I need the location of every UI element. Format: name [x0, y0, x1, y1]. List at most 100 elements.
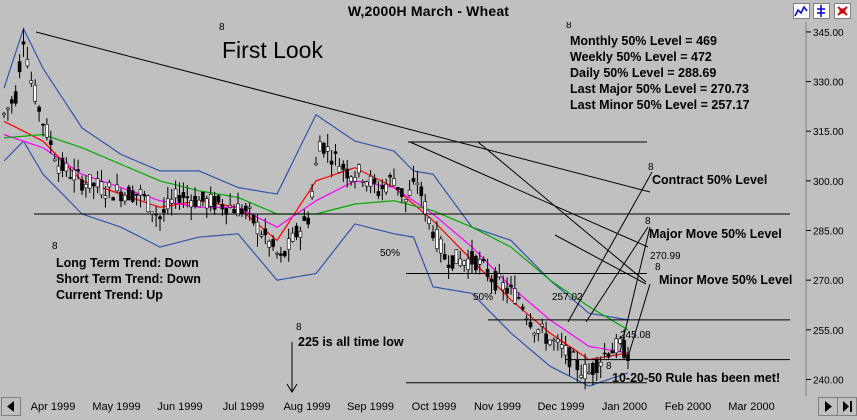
price-label-245: 245.08	[620, 330, 651, 341]
candle-body	[481, 258, 486, 262]
candle-body	[255, 221, 260, 235]
rule-met-label: 10-20-50 Rule has been met!	[612, 371, 780, 385]
candle-body	[173, 188, 178, 199]
candle-body	[563, 345, 568, 356]
bollinger-upper	[3, 27, 629, 321]
time-scrollbar[interactable]: Apr 1999 May 1999 Jun 1999 Jul 1999 Aug 1999…	[0, 396, 857, 418]
candle-body	[602, 352, 607, 355]
candle-body	[321, 142, 326, 154]
settings-tool-icon[interactable]	[813, 3, 830, 19]
price-tick-label: 255.00	[813, 326, 844, 337]
candle-body	[181, 192, 186, 198]
candle-body	[622, 339, 626, 359]
candle-body	[220, 204, 225, 210]
month-label: Nov 1999	[473, 401, 522, 413]
scroll-left-button[interactable]	[1, 397, 21, 416]
candle-body	[169, 199, 174, 204]
window-title: W,2000H March - Wheat	[347, 3, 510, 19]
minor-move-label: Minor Move 50% Level	[659, 273, 792, 287]
arrow-major	[585, 226, 649, 323]
trend-short: Short Term Trend: Down	[56, 272, 201, 286]
month-label: Apr 1999	[30, 401, 76, 413]
candle-body	[80, 179, 84, 191]
candle-body	[60, 157, 65, 171]
close-tool-icon[interactable]	[834, 3, 851, 19]
candle-body	[95, 178, 100, 188]
candle-body	[524, 317, 529, 320]
marker-low: 8	[296, 322, 302, 333]
month-label: Jan 2000	[601, 401, 648, 413]
arrow-low-head	[286, 383, 298, 393]
candle-body	[216, 195, 221, 203]
scroll-right-button[interactable]	[818, 397, 838, 416]
candle-body	[21, 41, 26, 45]
candle-body	[384, 183, 389, 193]
candle-body	[17, 61, 22, 73]
candle-body	[33, 84, 38, 102]
candle-body	[583, 364, 587, 380]
candle-body	[282, 251, 287, 257]
title-bar: W,2000H March - Wheat	[0, 0, 857, 23]
candle-body	[224, 208, 229, 215]
scroll-end-button[interactable]	[837, 397, 857, 416]
candle-body	[119, 191, 123, 202]
candle-body	[411, 177, 416, 182]
price-chart: 240.00 255.00 270.00 285.00 300.00 315.00 330.…	[0, 20, 857, 396]
arrow-contract	[567, 171, 653, 323]
candle-body	[111, 197, 115, 201]
candle-body	[189, 200, 193, 208]
month-axis[interactable]: Apr 1999 May 1999 Jun 1999 Jul 1999 Aug 1999…	[21, 397, 818, 416]
candle-body	[489, 278, 494, 283]
candle-body	[48, 140, 53, 146]
month-label: Jun 1999	[157, 401, 203, 413]
candle-body	[10, 99, 14, 104]
candle-body	[493, 270, 498, 291]
candle-body	[318, 141, 322, 152]
candle-body	[325, 146, 330, 152]
candle-body	[587, 371, 591, 374]
candle-body	[372, 178, 377, 184]
price-axis	[806, 22, 857, 396]
candle-body	[438, 238, 443, 254]
candle-body	[497, 273, 502, 278]
candle-body	[442, 254, 447, 260]
trend-current: Current Trend: Up	[56, 288, 163, 302]
candle-body	[376, 191, 381, 197]
major-move-label: Major Move 50% Level	[649, 227, 782, 241]
candle-body	[403, 199, 408, 203]
candle-body	[115, 184, 119, 192]
candle-body	[232, 208, 236, 214]
candle-body	[341, 163, 346, 170]
candle-body	[240, 208, 244, 215]
month-label: Aug 1999	[283, 401, 331, 413]
marker-levels: 8	[566, 22, 572, 31]
candle-body	[138, 189, 143, 196]
level-daily: Daily 50% Level = 288.69	[570, 66, 716, 80]
candle-body	[571, 351, 576, 353]
arrow-right-icon	[825, 401, 832, 412]
month-label: Oct 1999	[411, 401, 457, 413]
candle-body	[396, 187, 400, 190]
price-tick-label: 330.00	[813, 78, 844, 89]
candle-body	[598, 361, 603, 367]
chart-tool-icon[interactable]	[793, 3, 810, 19]
marker-contract: 8	[648, 162, 654, 173]
candle-body	[450, 255, 455, 269]
price-tick-label: 315.00	[813, 127, 844, 138]
plot-area	[0, 22, 806, 396]
candle-body	[6, 107, 10, 110]
candle-body	[520, 306, 525, 310]
candle-body	[76, 169, 80, 172]
candle-body	[91, 182, 96, 187]
candle-body	[594, 359, 599, 374]
candle-body	[407, 189, 412, 196]
candle-body	[462, 260, 467, 266]
candle-body	[84, 184, 88, 189]
candle-body	[314, 163, 318, 166]
candle-body	[458, 258, 463, 267]
candle-body	[244, 205, 248, 212]
trendline-minor	[554, 234, 647, 285]
candle-body	[392, 178, 396, 186]
candle-body	[516, 297, 521, 299]
candle-body	[29, 80, 34, 84]
